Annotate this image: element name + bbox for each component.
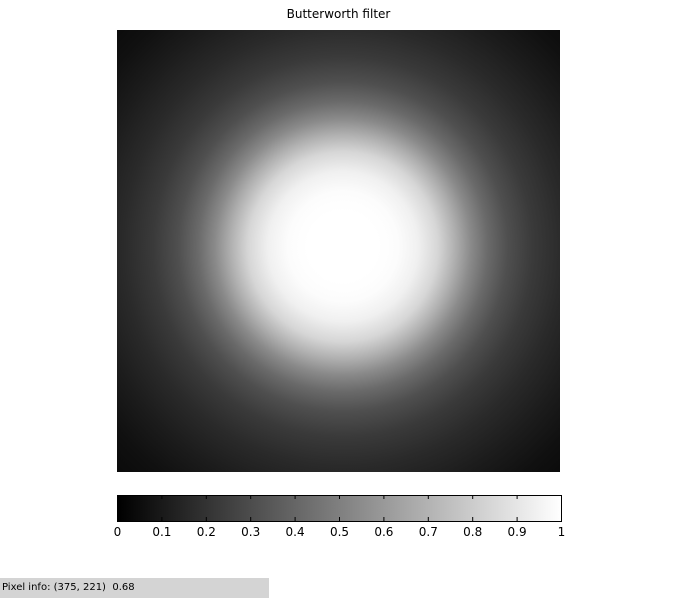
colorbar-tick-label: 0.5 bbox=[329, 525, 350, 539]
colorbar-tick-label: 1 bbox=[557, 525, 566, 539]
colorbar-tick-labels: 0 0.1 0.2 0.3 0.4 0.5 0.6 0.7 0.8 0.9 1 bbox=[113, 525, 566, 540]
colorbar bbox=[117, 495, 562, 522]
colorbar-tick-label: 0.6 bbox=[374, 525, 394, 539]
pixel-info-coords: (375, 221) bbox=[53, 582, 106, 593]
colorbar-tick-label: 0.3 bbox=[241, 525, 261, 539]
colorbar-tick-label: 0 bbox=[113, 525, 122, 539]
figure-title: Butterworth filter bbox=[286, 7, 391, 21]
filter-image[interactable] bbox=[117, 30, 560, 472]
colorbar-tick-label: 0.7 bbox=[418, 525, 438, 539]
colorbar-tick-label: 0.9 bbox=[507, 525, 527, 539]
colorbar-tick-label: 0.4 bbox=[285, 525, 305, 539]
pixel-info-value: 0.68 bbox=[112, 582, 135, 593]
pixel-info-bar: Pixel info: (375, 221) 0.68 bbox=[0, 578, 269, 598]
colorbar-tick-label: 0.8 bbox=[463, 525, 483, 539]
colorbar-tick-label: 0.2 bbox=[196, 525, 216, 539]
pixel-info-label: Pixel info: bbox=[2, 582, 51, 593]
colorbar-tick-label: 0.1 bbox=[152, 525, 172, 539]
